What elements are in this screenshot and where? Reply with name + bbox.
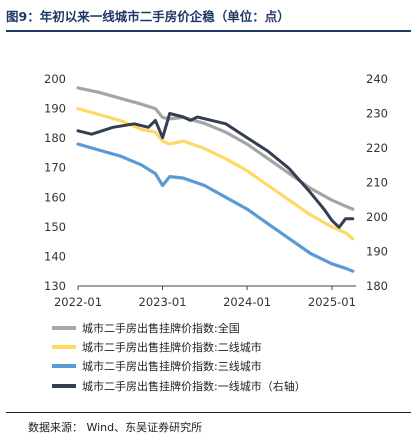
legend-swatch bbox=[52, 325, 76, 330]
left-tick-label: 200 bbox=[44, 72, 66, 86]
legend-swatch bbox=[52, 344, 76, 349]
right-tick-label: 220 bbox=[366, 141, 388, 155]
legend-item-2: 城市二手房出售挂牌价指数:二线城市 bbox=[52, 337, 306, 356]
series-line-4 bbox=[76, 112, 355, 229]
source-note: 数据来源： Wind、东吴证券研究所 bbox=[28, 421, 203, 434]
footer-rule bbox=[6, 412, 411, 413]
left-tick-label: 140 bbox=[44, 249, 66, 263]
series-line-2 bbox=[76, 106, 355, 241]
left-tick-label: 180 bbox=[44, 131, 66, 145]
legend-swatch bbox=[52, 383, 76, 388]
right-tick-label: 180 bbox=[366, 279, 388, 293]
right-tick-label: 240 bbox=[366, 72, 388, 86]
x-tick-label: 2024-01 bbox=[223, 295, 271, 309]
legend-label: 城市二手房出售挂牌价指数:二线城市 bbox=[82, 340, 262, 354]
series-layer bbox=[76, 86, 355, 273]
left-tick-label: 170 bbox=[44, 161, 66, 175]
legend-label: 城市二手房出售挂牌价指数:三线城市 bbox=[82, 360, 262, 374]
right-tick-label: 230 bbox=[366, 107, 388, 121]
legend-item-4: 城市二手房出售挂牌价指数:一线城市（右轴） bbox=[52, 376, 306, 395]
chart-legend: 城市二手房出售挂牌价指数:全国 城市二手房出售挂牌价指数:二线城市 城市二手房出售挂… bbox=[52, 318, 306, 395]
legend-swatch bbox=[52, 364, 76, 369]
right-tick-label: 200 bbox=[366, 210, 388, 224]
legend-label: 城市二手房出售挂牌价指数:一线城市（右轴） bbox=[82, 379, 306, 393]
series-line-1 bbox=[76, 86, 355, 211]
chart-title: 图9：年初以来一线城市二手房价企稳（单位：点） bbox=[6, 9, 290, 24]
right-tick-label: 190 bbox=[366, 245, 388, 259]
axes-layer: 130 140 150 160 170 180 190 200 180 190 200 210 220 2… bbox=[44, 72, 388, 309]
title-rule bbox=[6, 30, 411, 32]
line-chart: 130 140 150 160 170 180 190 200 180 190 200 210 220 2… bbox=[44, 72, 388, 309]
series-line-3 bbox=[76, 142, 355, 273]
x-tick-label: 2022-01 bbox=[54, 295, 102, 309]
x-tick-label: 2025-01 bbox=[308, 295, 356, 309]
right-tick-label: 210 bbox=[366, 176, 388, 190]
x-tick-label: 2023-01 bbox=[139, 295, 187, 309]
legend-item-3: 城市二手房出售挂牌价指数:三线城市 bbox=[52, 357, 306, 376]
left-tick-label: 130 bbox=[44, 279, 66, 293]
left-tick-label: 150 bbox=[44, 220, 66, 234]
left-tick-label: 160 bbox=[44, 190, 66, 204]
legend-label: 城市二手房出售挂牌价指数:全国 bbox=[82, 321, 240, 335]
legend-item-1: 城市二手房出售挂牌价指数:全国 bbox=[52, 318, 306, 337]
left-tick-label: 190 bbox=[44, 102, 66, 116]
